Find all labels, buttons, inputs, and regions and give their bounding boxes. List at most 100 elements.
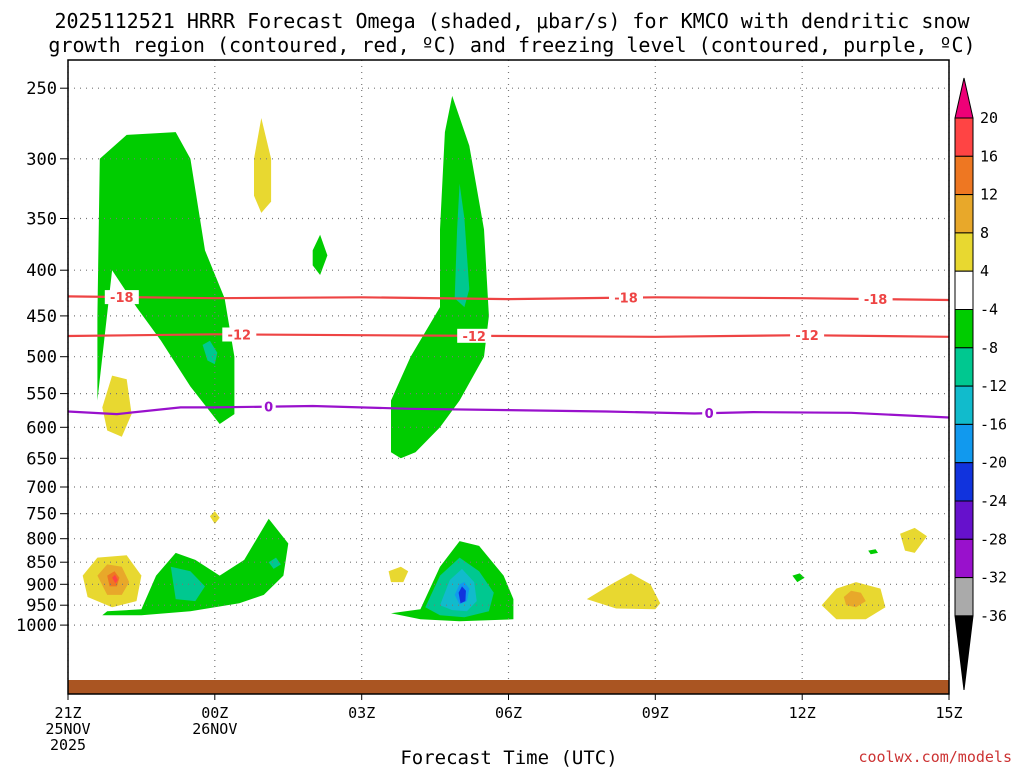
pressure-axis: 2503003504004505005506006507007508008509… — [16, 79, 68, 636]
colorbar-label-4: 4 — [980, 262, 989, 280]
dgz-minus18-label-bg-1 — [104, 290, 139, 305]
colorbar-label-8: 8 — [980, 224, 989, 242]
upward-motion-green-small-mid — [312, 234, 328, 275]
y-tick-label-450: 450 — [26, 307, 57, 327]
upward-motion-cyan-lower-west — [170, 566, 205, 602]
freezing-level-0-label-2: 0 — [705, 407, 714, 422]
dgz-minus12-label-3: -12 — [795, 329, 819, 344]
y-tick-label-650: 650 — [26, 449, 57, 469]
y-tick-label-950: 950 — [26, 596, 57, 616]
colorbar-swatch-8 — [954, 385, 974, 425]
y-tick-label-800: 800 — [26, 530, 57, 550]
dgz-minus12-label-bg-3 — [790, 328, 825, 343]
upward-motion-green-lower-west — [102, 518, 289, 616]
colorbar-label--16: -16 — [980, 415, 1007, 433]
colorbar-swatch-5 — [954, 270, 974, 311]
colorbar-label--4: -4 — [980, 301, 998, 319]
colorbar-bottom-arrow — [954, 615, 974, 691]
x-tick-label-15Z-line-1: 15Z — [935, 704, 962, 722]
upward-motion-cyan-small-west — [202, 340, 218, 365]
freezing-level-0-label-1: 0 — [264, 401, 273, 416]
dgz-minus18-label-1: -18 — [110, 291, 134, 306]
x-tick-label-09Z-line-1: 09Z — [642, 704, 669, 722]
freezing-level-0-label-bg-2 — [702, 406, 717, 421]
colorbar-swatch-3 — [954, 194, 974, 234]
y-tick-label-500: 500 — [26, 348, 57, 368]
colorbar-label-16: 16 — [980, 147, 998, 165]
colorbar-swatch-6 — [954, 309, 974, 349]
upward-motion-cyan-upper-east — [454, 183, 470, 308]
x-tick-label-06Z-line-1: 06Z — [495, 704, 522, 722]
credit-link[interactable]: coolwx.com/models — [858, 748, 1012, 766]
freezing-level-0-line — [67, 404, 950, 419]
dgz-minus18-line — [67, 295, 950, 302]
sinking-yellow-09z — [586, 573, 661, 610]
colorbar-label--36: -36 — [980, 607, 1007, 625]
upward-motion-darkblue-core — [458, 586, 466, 604]
y-tick-label-600: 600 — [26, 418, 57, 438]
freezing-level-0-label-bg-1 — [261, 399, 276, 414]
colorbar-swatch-12 — [954, 538, 974, 579]
x-tick-label-00Z-line-1: 00Z — [201, 704, 228, 722]
sinking-yellow-upper — [254, 118, 272, 213]
colorbar-swatch-1 — [954, 117, 974, 157]
upward-motion-green-dot-2 — [868, 549, 878, 555]
dgz-minus12-label-bg-1 — [222, 327, 257, 342]
colorbar-label--12: -12 — [980, 377, 1007, 395]
chart-title-line-1: 2025112521 HRRR Forecast Omega (shaded, … — [54, 9, 970, 33]
sinking-orange-13z — [843, 590, 866, 608]
x-tick-label-03Z-line-1: 03Z — [348, 704, 375, 722]
colorbar-swatch-7 — [954, 347, 974, 387]
ground-surface-bar — [68, 680, 949, 694]
sinking-red-west-low — [112, 574, 118, 584]
y-tick-label-350: 350 — [26, 210, 57, 230]
dgz-minus18-label-3: -18 — [864, 293, 888, 308]
x-axis-label: Forecast Time (UTC) — [400, 747, 617, 768]
chart-title-line-2: growth region (contoured, red, ºC) and f… — [48, 33, 975, 57]
dgz-minus18-label-bg-2 — [609, 290, 643, 305]
omega-colorbar: 20 16 12 8 4 -4 -8 -12 -16 -20 -24 -28 -32 -36 — [954, 77, 1007, 691]
colorbar-label--20: -20 — [980, 454, 1007, 472]
sinking-yellow-14z — [900, 527, 927, 553]
y-tick-label-550: 550 — [26, 385, 57, 405]
colorbar-label--28: -28 — [980, 530, 1007, 548]
colorbar-swatch-2 — [954, 155, 974, 196]
dgz-minus12-label-1: -12 — [228, 329, 252, 344]
x-tick-label-21Z-line-3: 2025 — [50, 736, 86, 754]
y-tick-label-900: 900 — [26, 575, 57, 595]
upward-motion-cyan-tiny-west — [268, 557, 281, 569]
y-tick-label-750: 750 — [26, 505, 57, 525]
colorbar-swatch-9 — [954, 423, 974, 464]
colorbar-swatch-4 — [954, 232, 974, 272]
colorbar-swatch-10 — [954, 462, 974, 502]
colorbar-swatch-11 — [954, 500, 974, 540]
dgz-minus12-label-bg-2 — [457, 328, 492, 343]
y-tick-label-250: 250 — [26, 79, 57, 99]
y-tick-label-300: 300 — [26, 150, 57, 170]
omega-shaded-regions — [82, 95, 927, 622]
colorbar-label--32: -32 — [980, 569, 1007, 587]
colorbar-label--8: -8 — [980, 339, 998, 357]
dgz-minus12-label-2: -12 — [462, 330, 486, 345]
sinking-yellow-small — [209, 511, 220, 524]
upward-motion-green-upper-west — [97, 132, 235, 424]
upward-motion-green-upper-east — [391, 95, 489, 459]
y-tick-label-700: 700 — [26, 478, 57, 498]
y-tick-label-1000: 1000 — [16, 616, 57, 636]
dgz-minus18-label-2: -18 — [614, 292, 638, 307]
upward-motion-green-dot-1 — [792, 573, 805, 583]
sinking-yellow-mid-small — [388, 566, 409, 583]
colorbar-label--24: -24 — [980, 492, 1007, 510]
y-tick-label-850: 850 — [26, 553, 57, 573]
colorbar-swatch-13 — [954, 577, 974, 617]
temperature-contours: -18 -18 -18 -12 -12 -12 0 0 — [67, 290, 950, 422]
colorbar-label-12: 12 — [980, 186, 998, 204]
sinking-yellow-west-mid — [102, 375, 132, 437]
dgz-minus18-label-bg-3 — [858, 292, 893, 307]
colorbar-top-arrow — [954, 77, 974, 119]
x-tick-label-21Z-line-1: 21Z — [54, 704, 81, 722]
x-tick-label-00Z-line-2: 26NOV — [192, 720, 237, 738]
x-tick-label-21Z-line-2: 25NOV — [45, 720, 90, 738]
